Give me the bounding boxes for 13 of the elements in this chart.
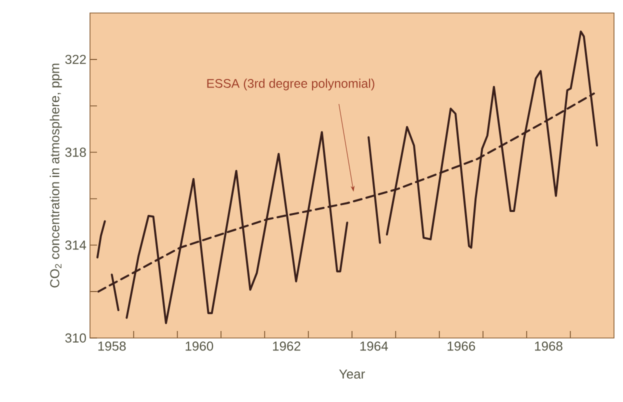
x-tick-label: 1962 xyxy=(273,342,300,351)
x-tick-label: 1960 xyxy=(186,342,214,351)
y-tick-label: 318 xyxy=(65,148,86,157)
y-axis-title: CO$_{2}$ concentration in atmosphere, ppm xyxy=(50,64,62,288)
annotation: ESSA (3rd degree polynomial) xyxy=(207,78,374,90)
x-tick-label: 1964 xyxy=(360,342,388,351)
y-tick-label: 314 xyxy=(65,240,86,250)
x-axis-title: Year xyxy=(339,370,365,379)
y-tick-label: 322 xyxy=(65,54,86,64)
x-tick-label: 1966 xyxy=(448,342,476,351)
y-tick-label: 310 xyxy=(65,333,86,343)
x-tick-label: 1968 xyxy=(535,342,562,351)
x-tick-label: 1958 xyxy=(98,342,126,351)
